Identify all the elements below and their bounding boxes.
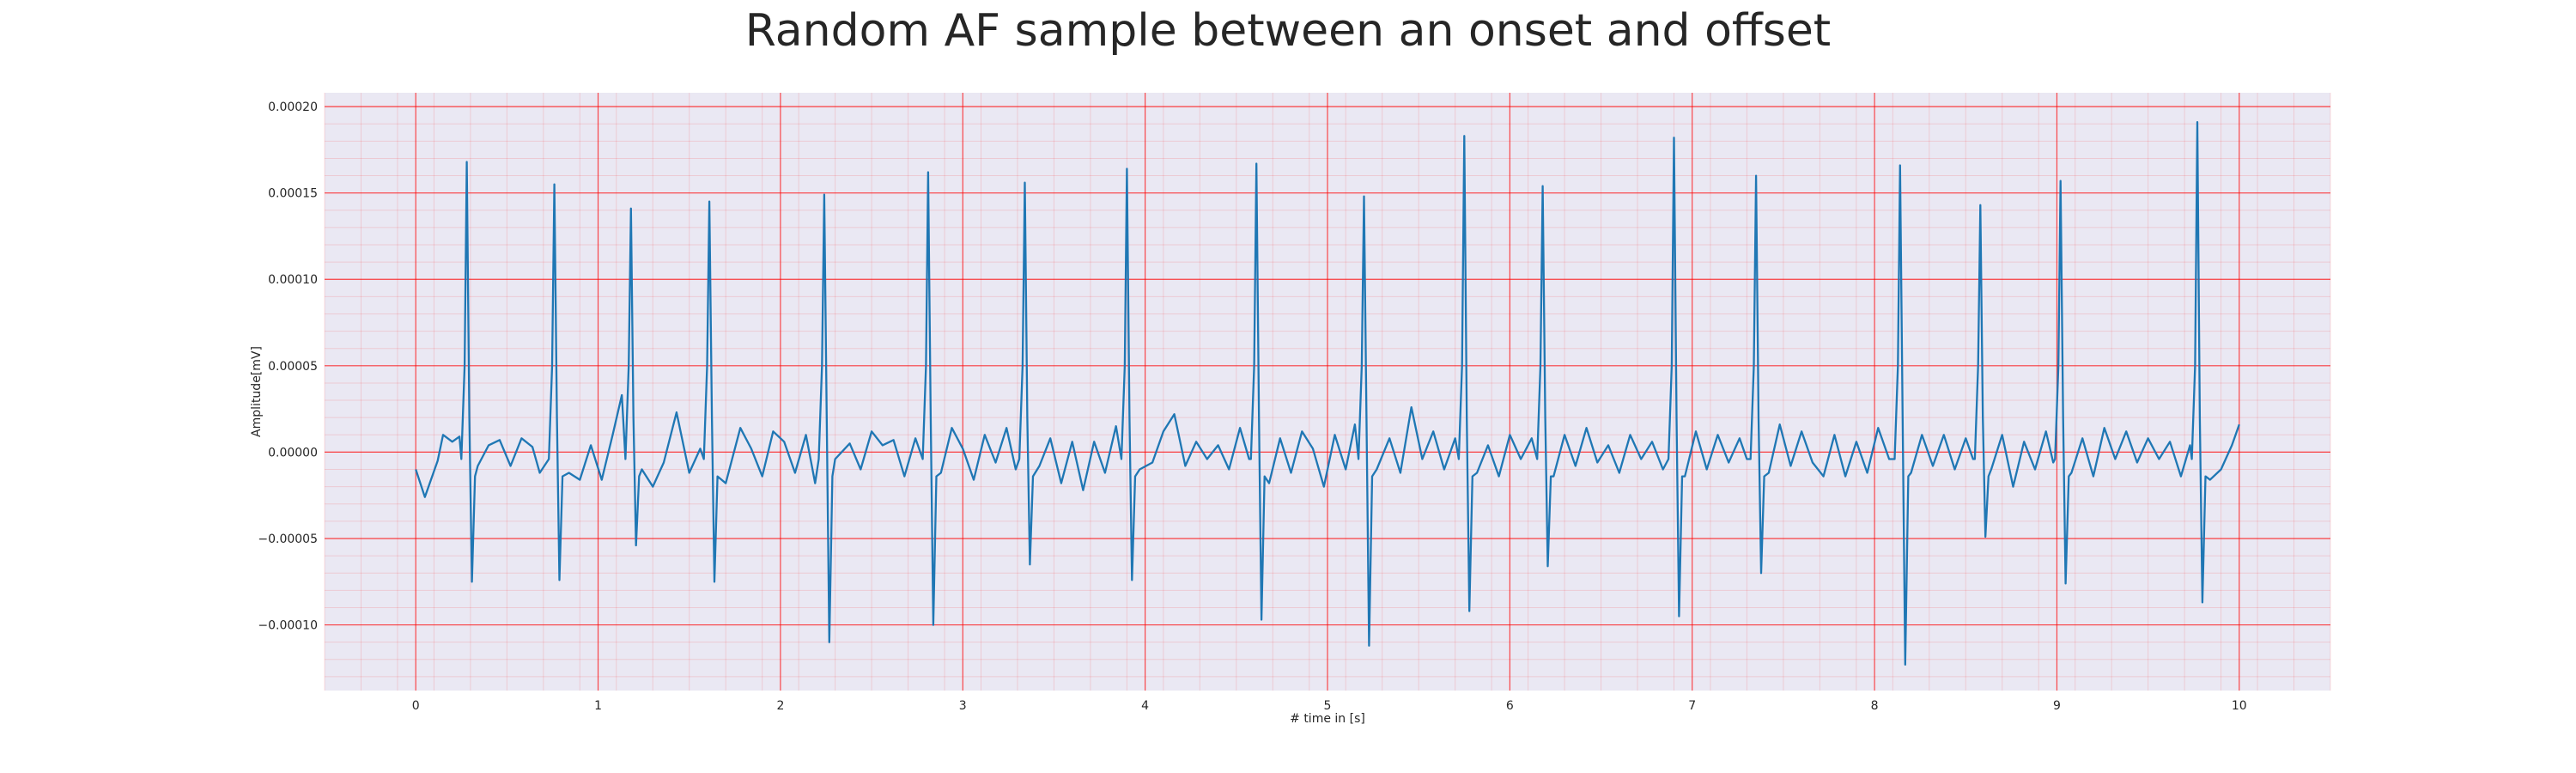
y-tick-label: −0.00005: [258, 533, 318, 546]
chart-title: Random AF sample between an onset and of…: [744, 5, 1832, 57]
y-tick-label: 0.00015: [268, 187, 318, 201]
x-tick-label: 3: [959, 699, 967, 713]
y-tick-label: 0.00010: [268, 273, 318, 287]
x-tick-label: 4: [1141, 699, 1149, 713]
y-tick-label: 0.00005: [268, 360, 318, 374]
x-tick-label: 7: [1688, 699, 1696, 713]
x-tick-label: 9: [2053, 699, 2061, 713]
x-tick-label: 10: [2232, 699, 2247, 713]
y-axis-ticks: −0.00010 −0.00005 0.00000 0.00005 0.00010 0.0…: [258, 100, 318, 632]
x-axis-label: # time in [s]: [1290, 712, 1365, 726]
x-tick-label: 8: [1871, 699, 1879, 713]
major-grid: [325, 93, 2330, 691]
signal-line: [415, 121, 2240, 666]
y-axis-label: Amplitude[mV]: [250, 346, 264, 437]
x-axis-ticks: 0 1 2 3 4 5 6 7 8 9 10: [412, 699, 2247, 713]
y-tick-label: −0.00010: [258, 619, 318, 633]
x-tick-label: 1: [594, 699, 602, 713]
y-tick-label: 0.00000: [268, 446, 318, 460]
x-tick-label: 0: [412, 699, 420, 713]
x-tick-label: 5: [1324, 699, 1332, 713]
x-tick-label: 2: [776, 699, 784, 713]
x-tick-label: 6: [1506, 699, 1514, 713]
y-tick-label: 0.00020: [268, 100, 318, 114]
